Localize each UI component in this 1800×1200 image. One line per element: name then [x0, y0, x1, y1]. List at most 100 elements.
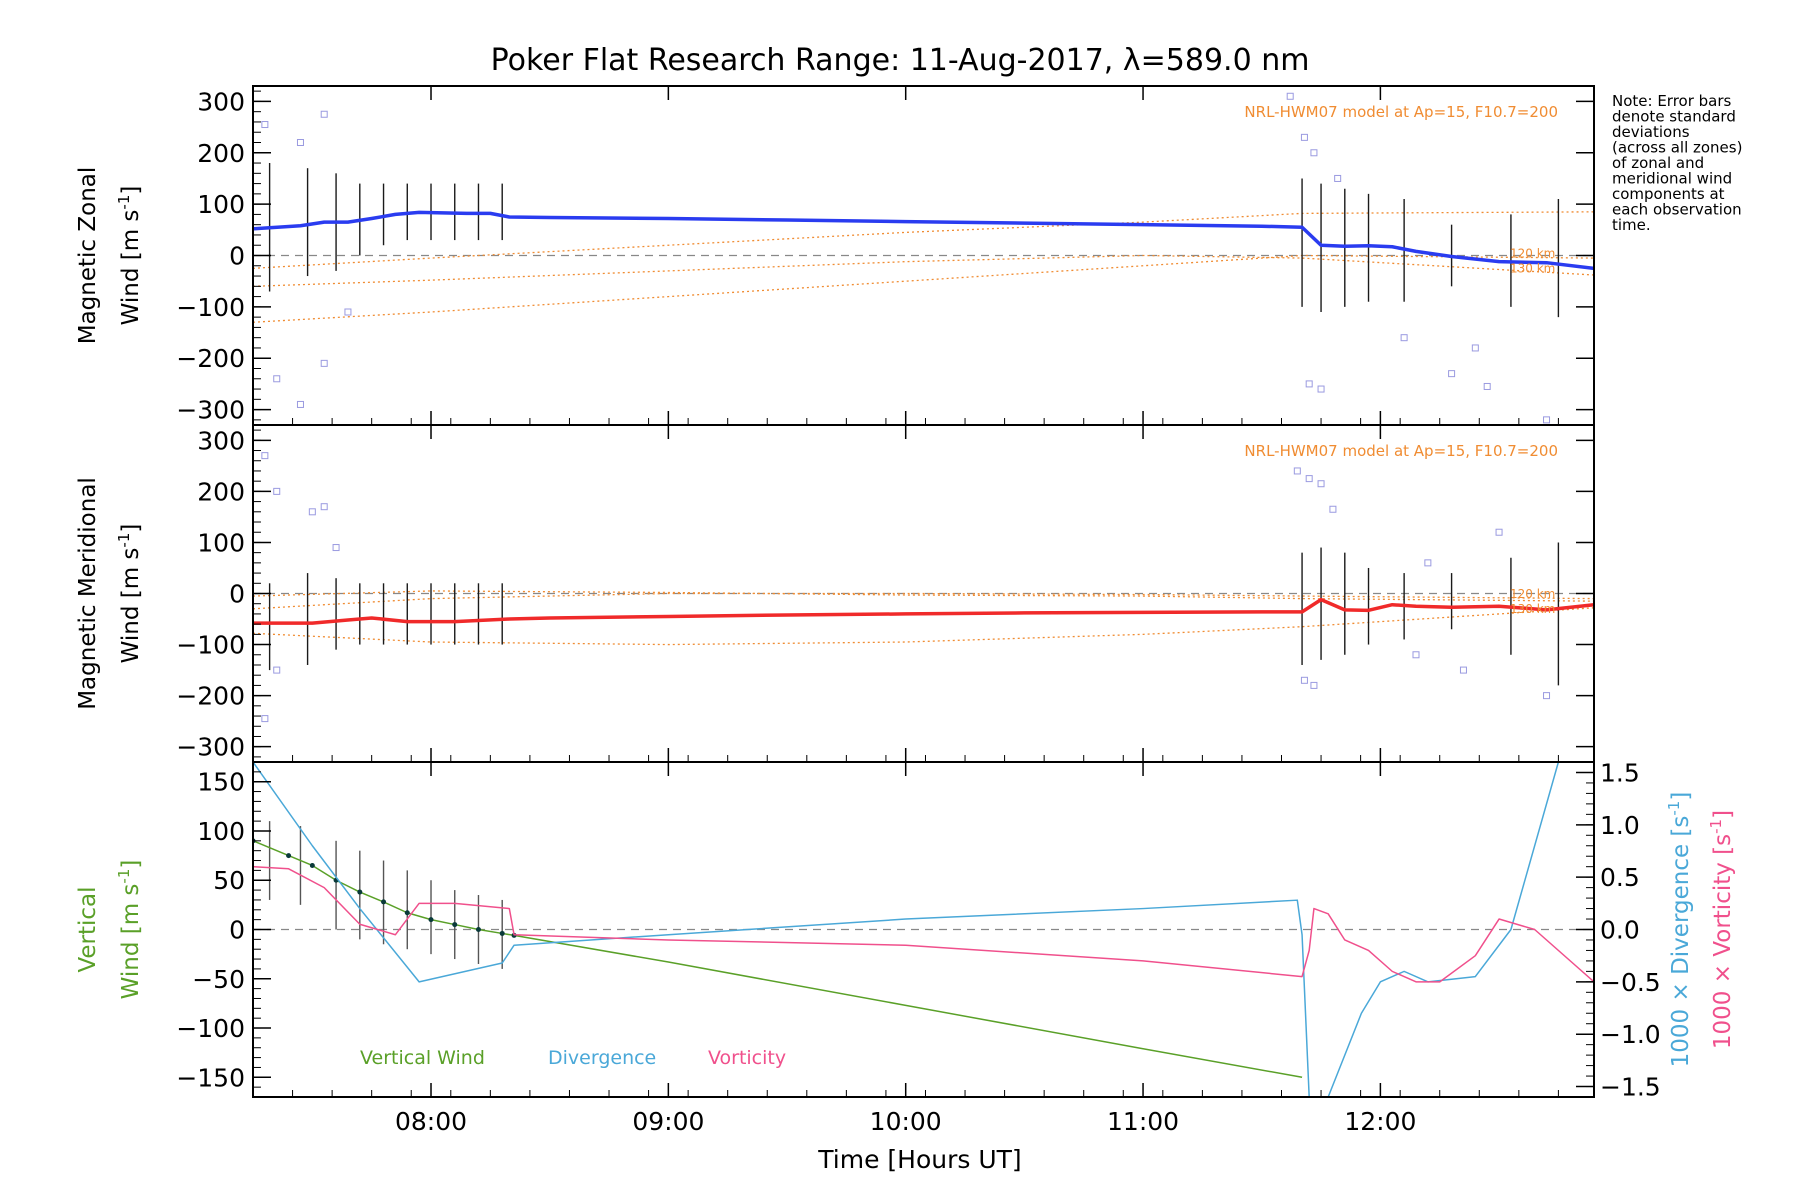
y-tick-label: 100 [197, 817, 245, 846]
y-axis-label-line1: Vertical [75, 886, 101, 972]
plot-area [253, 452, 1594, 723]
sample-point [1286, 92, 1294, 100]
y-axis-label-line1: Magnetic Meridional [75, 477, 101, 710]
sample-point [296, 400, 304, 408]
divergence-axis-label-sup: -1 [1665, 801, 1683, 816]
note-line: of zonal and [1612, 154, 1704, 172]
chart-panels: −300 −200 −100 0 100 200 300 Magnetic Zonal Wind… [75, 85, 1736, 1136]
note-line: each observation [1612, 201, 1742, 219]
sample-point [308, 508, 316, 516]
y-tick-label: 0 [229, 916, 245, 945]
sample-point [296, 139, 304, 146]
sample-point [1471, 344, 1479, 352]
y-tick-label: 150 [197, 768, 245, 797]
y-tick-label: −100 [176, 1014, 245, 1043]
y-tick-label: 200 [197, 477, 245, 506]
divergence-axis-label-text: 1000 × Divergence [s [1668, 816, 1694, 1068]
altitude-label: 120 km [1510, 587, 1555, 601]
divergence-axis-label: 1000 × Divergence [s-1] [1665, 792, 1694, 1068]
y-axis-label-end: ] [118, 860, 144, 869]
sample-point [1543, 416, 1551, 424]
y-axis-label-line2: Wind [m s-1] [115, 860, 144, 1000]
y-tick-label: 200 [197, 139, 245, 168]
series-line-zonal [253, 210, 1594, 271]
x-tick-label: 08:00 [395, 1107, 467, 1136]
sample-point [1305, 380, 1313, 388]
sample-point [1305, 475, 1313, 483]
y-tick-label: −150 [176, 1063, 245, 1092]
y-axis-label-unit: Wind [m s [118, 884, 144, 1000]
sample-point [1310, 149, 1318, 157]
note-line: components at [1612, 185, 1725, 203]
sample-point [273, 666, 281, 674]
note-line: meridional wind [1612, 170, 1732, 188]
note-line: deviations [1612, 123, 1690, 141]
divergence-axis-label-end: ] [1668, 792, 1694, 801]
y-axis-label-sup: -1 [115, 533, 133, 548]
legend-entry: Vertical Wind [360, 1047, 485, 1069]
sample-point [1424, 559, 1432, 567]
sample-point [1334, 174, 1342, 182]
sample-point [261, 121, 269, 129]
sample-point [1459, 666, 1467, 674]
legend-entry: Vorticity [708, 1047, 786, 1069]
vorticity-axis-label-text: 1000 × Vorticity [s [1710, 834, 1736, 1049]
right-y-tick-label: 0.5 [1600, 863, 1640, 892]
vertical-wind-point [452, 922, 458, 928]
sample-point [1317, 480, 1325, 488]
series-line-vertical-wind [253, 840, 1303, 1079]
sample-point [273, 375, 281, 383]
vertical-wind-point [499, 930, 505, 936]
y-axis-label-sup: -1 [115, 869, 133, 884]
altitude-label: 130 km [1510, 602, 1555, 616]
note-line: Note: Error bars [1612, 92, 1732, 110]
y-tick-label: −100 [176, 631, 245, 660]
sample-point [1310, 681, 1318, 689]
y-axis-label-end: ] [118, 186, 144, 195]
x-axis-label: Time [Hours UT] [817, 1145, 1021, 1174]
vertical-wind-point [309, 862, 315, 868]
x-tick-label: 12:00 [1344, 1107, 1416, 1136]
sample-point [1293, 467, 1301, 475]
y-tick-label: 50 [213, 866, 245, 895]
sample-point [344, 308, 352, 316]
y-axis-label-line1: Magnetic Zonal [75, 167, 101, 345]
right-y-tick-label: −0.5 [1600, 968, 1661, 997]
altitude-label: 120 km [1510, 247, 1555, 261]
x-tick-label: 09:00 [632, 1107, 704, 1136]
chart-title: Poker Flat Research Range: 11-Aug-2017, … [491, 43, 1310, 78]
sample-point [1317, 385, 1325, 393]
sample-point [320, 503, 328, 511]
vorticity-axis-label: 1000 × Vorticity [s-1] [1707, 810, 1736, 1049]
sample-point [1300, 676, 1308, 684]
y-axis-label-line2: Wind [m s-1] [115, 524, 144, 664]
x-tick-label: 11:00 [1107, 1107, 1179, 1136]
y-tick-label: −200 [176, 344, 245, 373]
vorticity-axis-label-sup: -1 [1707, 819, 1725, 834]
sample-point [1300, 133, 1308, 141]
y-tick-label: 100 [197, 190, 245, 219]
right-y-tick-label: 1.5 [1600, 758, 1640, 787]
y-tick-label: 300 [197, 87, 245, 116]
series-line-meridional [253, 597, 1594, 625]
vertical-wind-point [475, 927, 481, 932]
y-tick-label: 300 [197, 426, 245, 455]
sample-point [1400, 334, 1408, 342]
y-tick-label: −300 [176, 733, 245, 762]
y-axis-label-unit: Wind [m s [118, 548, 144, 664]
y-tick-label: 0 [229, 580, 245, 609]
note-line: denote standard [1612, 108, 1736, 126]
x-tick-label: 10:00 [870, 1107, 942, 1136]
right-y-tick-label: 1.0 [1600, 811, 1640, 840]
plot-area [253, 762, 1594, 1097]
panel-zonal: −300 −200 −100 0 100 200 300 Magnetic Zonal Wind… [75, 85, 1595, 426]
note-line: (across all zones) [1612, 139, 1742, 157]
sample-point [320, 110, 328, 118]
vertical-wind-point [286, 853, 292, 859]
model-line [253, 254, 1594, 323]
y-tick-label: −200 [176, 682, 245, 711]
y-axis-label-unit: Wind [m s [118, 210, 144, 326]
